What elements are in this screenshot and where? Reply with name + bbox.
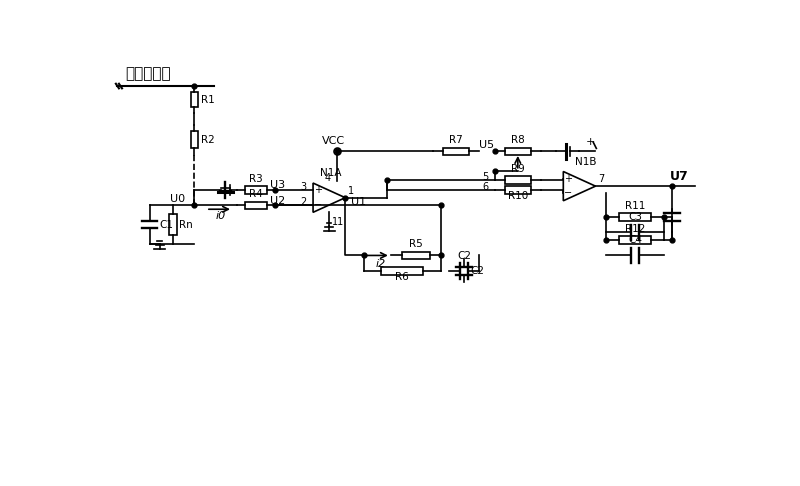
Bar — [190, 92, 198, 107]
Text: 4: 4 — [325, 173, 330, 183]
Text: N1B: N1B — [575, 156, 596, 167]
Text: R12: R12 — [625, 224, 646, 234]
Text: U7: U7 — [670, 170, 689, 183]
Text: 11: 11 — [331, 217, 344, 226]
Text: −: − — [564, 189, 572, 198]
Text: R11: R11 — [625, 201, 646, 211]
Text: R2: R2 — [201, 135, 214, 145]
Text: R7: R7 — [450, 135, 463, 145]
Text: 1: 1 — [347, 186, 354, 196]
Text: R6: R6 — [395, 272, 409, 281]
Text: U5: U5 — [479, 139, 494, 150]
Text: R4: R4 — [249, 189, 263, 199]
Text: +: + — [564, 174, 572, 184]
Bar — [190, 132, 198, 148]
Text: VCC: VCC — [322, 136, 345, 146]
Text: C2: C2 — [457, 251, 471, 261]
Text: U0: U0 — [170, 193, 185, 204]
Bar — [169, 214, 177, 235]
Text: +: + — [586, 138, 596, 147]
Text: C4: C4 — [628, 235, 642, 245]
Text: 7: 7 — [598, 174, 604, 184]
Bar — [505, 176, 530, 184]
Text: R1: R1 — [201, 94, 214, 104]
Text: 3: 3 — [301, 182, 307, 192]
Bar — [402, 252, 430, 260]
Text: C2: C2 — [470, 266, 484, 276]
Text: Rn: Rn — [179, 220, 193, 230]
Text: +: + — [314, 185, 322, 195]
Bar — [443, 148, 469, 156]
Text: 5: 5 — [482, 172, 489, 182]
Text: 2: 2 — [301, 197, 307, 207]
Text: U1: U1 — [351, 197, 366, 208]
Text: 输出负高压: 输出负高压 — [125, 67, 170, 81]
Text: U2: U2 — [270, 196, 285, 206]
Bar — [505, 186, 530, 194]
Bar — [246, 186, 266, 194]
Bar — [505, 148, 530, 156]
Text: C3: C3 — [628, 212, 642, 222]
Text: R3: R3 — [249, 174, 263, 184]
Text: U3: U3 — [270, 180, 285, 191]
Text: 6: 6 — [482, 182, 489, 192]
Text: N1A: N1A — [320, 168, 342, 178]
Text: R9: R9 — [511, 164, 525, 174]
Bar — [246, 202, 266, 209]
Text: R8: R8 — [511, 135, 525, 145]
Bar — [619, 213, 651, 221]
Text: C1: C1 — [159, 220, 173, 230]
Bar — [381, 267, 423, 275]
Bar — [619, 236, 651, 244]
Text: i0: i0 — [216, 211, 226, 221]
Text: R10: R10 — [508, 191, 528, 201]
Text: −: − — [314, 200, 322, 210]
Text: R5: R5 — [409, 239, 422, 249]
Text: i2: i2 — [375, 259, 386, 269]
